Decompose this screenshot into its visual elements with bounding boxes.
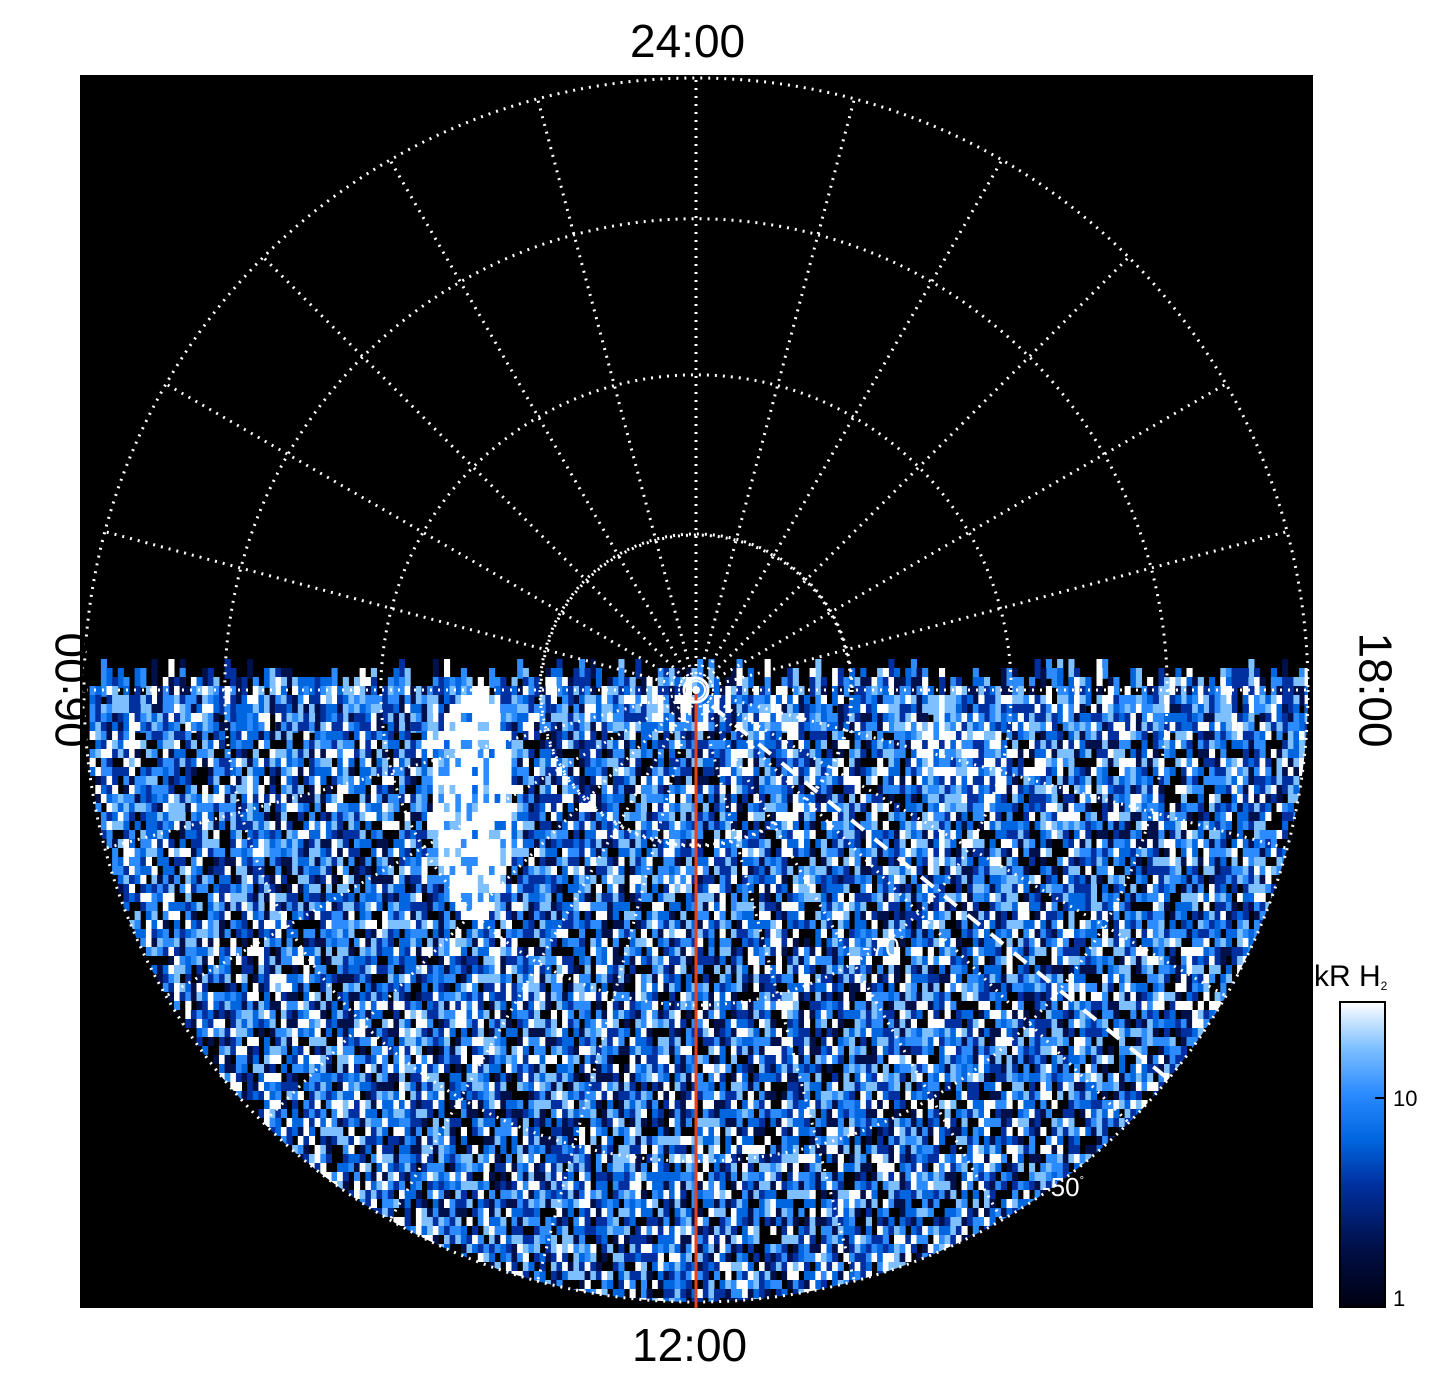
grid-spoke	[695, 382, 1227, 692]
grid-spoke	[165, 382, 697, 692]
grid-spoke	[694, 98, 856, 691]
time-label-bottom: 12:00	[632, 1319, 748, 1371]
grid-circle	[539, 533, 853, 847]
latitude-label-70: -70°	[862, 932, 904, 962]
pole-marker-outer	[682, 676, 710, 704]
time-label-top: 24:00	[630, 15, 746, 67]
time-label-left: 06:00	[45, 632, 98, 748]
grid-spoke	[694, 689, 856, 1282]
grid-spoke	[104, 530, 697, 692]
grid-spoke	[388, 159, 698, 691]
pole-marker-inner	[692, 686, 700, 694]
grid-spoke	[695, 688, 1288, 850]
grid-spoke	[695, 688, 1227, 998]
grid-spoke	[694, 159, 1004, 691]
grid-spoke	[536, 98, 698, 691]
auroral-emission-image	[89, 659, 1308, 1302]
grid-spoke	[695, 530, 1288, 692]
colorbar-tick-label-10: 10	[1393, 1086, 1418, 1111]
grid-spoke	[165, 688, 697, 998]
grid-spoke	[104, 688, 697, 850]
grid-spoke	[262, 256, 698, 692]
grid-spoke	[388, 689, 698, 1221]
time-label-right: 18:00	[1349, 632, 1402, 748]
dashed-track-line	[710, 704, 1174, 1084]
colorbar-title: kR H2	[1314, 960, 1388, 993]
grid-circle	[223, 217, 1169, 1163]
grid-spoke	[694, 689, 1004, 1221]
colorbar-tick-label-1: 1	[1393, 1286, 1406, 1311]
latitude-label-50: -50°	[1042, 1172, 1084, 1202]
lat-lon-grid	[82, 76, 1310, 1304]
grid-circle	[379, 373, 1013, 1007]
colorbar	[1339, 1001, 1386, 1308]
grid-spoke	[536, 689, 698, 1282]
